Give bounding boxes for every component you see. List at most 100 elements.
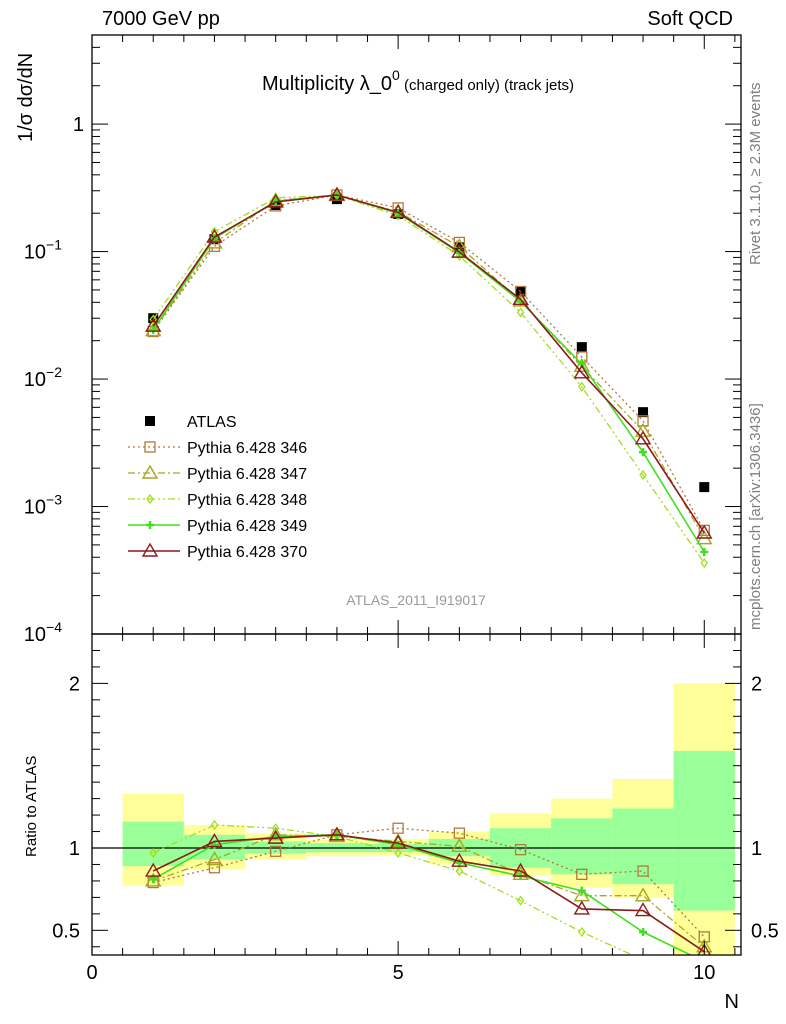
legend-label: Pythia 6.428 346 — [187, 440, 307, 457]
ratio-series-line — [152, 833, 693, 955]
data-point — [576, 342, 587, 353]
data-point — [700, 558, 709, 569]
legend-marker — [141, 542, 159, 557]
legend-label: Pythia 6.428 349 — [187, 518, 307, 535]
data-point — [206, 228, 223, 243]
legend-item: Pythia 6.428 347 — [128, 464, 307, 483]
ratio-y-tick-label-right: 1 — [751, 838, 762, 860]
data-point — [451, 243, 468, 258]
ratio-series-line — [152, 824, 634, 955]
ratio-data-point — [512, 862, 529, 877]
legend-marker — [146, 521, 154, 529]
ratio-y-tick-label: 1 — [69, 838, 80, 860]
y-tick-label: 10−2 — [24, 364, 62, 391]
y-tick-label: 10−4 — [24, 619, 62, 646]
ratio-data-point — [206, 851, 223, 866]
series-pythia-6-428-346 — [147, 189, 710, 537]
ratio-data-point — [634, 887, 652, 902]
ratio-data-point — [267, 829, 284, 844]
ratio-series-pythia-6-428-370 — [145, 826, 712, 955]
data-point — [700, 547, 709, 556]
ratio-data-point — [451, 837, 468, 853]
x-tick-label: 0 — [86, 962, 97, 984]
series-line — [152, 194, 705, 564]
legend-marker — [141, 464, 159, 479]
data-point — [149, 325, 158, 334]
ratio-data-point — [389, 834, 407, 849]
chart-title: Multiplicity λ_00 (charged only) (track … — [262, 67, 574, 95]
band-inner — [122, 821, 184, 867]
ratio-y-axis-label: Ratio to ATLAS — [23, 756, 40, 857]
data-point — [573, 364, 591, 379]
y-tick-label: 10−1 — [24, 237, 62, 264]
legend-label: Pythia 6.428 347 — [187, 466, 307, 483]
data-point — [328, 186, 346, 201]
series-line — [152, 194, 705, 531]
y-tick-label-exponent: −3 — [46, 492, 62, 508]
data-point — [637, 415, 649, 427]
legend-item: Pythia 6.428 349 — [128, 518, 307, 535]
ratio-data-point — [208, 862, 221, 874]
ratio-data-point — [514, 843, 527, 856]
main-series — [145, 186, 713, 569]
legend-label: ATLAS — [187, 414, 237, 431]
analysis-watermark: ATLAS_2011_I919017 — [346, 592, 486, 608]
main-y-axis-label: 1/σ dσ/dN — [15, 53, 37, 142]
series-pythia-6-428-347 — [145, 186, 713, 545]
series-line — [152, 194, 705, 534]
x-axis-label: N — [725, 991, 739, 1013]
legend-marker — [146, 493, 154, 505]
data-point — [696, 524, 713, 539]
y-tick-label-base: 10 — [24, 369, 46, 391]
band-inner — [551, 818, 613, 875]
ratio-frame — [91, 633, 742, 956]
ratio-y-tick-label: 2 — [69, 673, 80, 695]
ratio-y-tick-label-right: 2 — [751, 673, 762, 695]
data-point — [639, 448, 648, 457]
data-point — [577, 381, 586, 392]
ratio-data-point — [697, 943, 712, 955]
data-point — [634, 430, 652, 445]
band-inner — [673, 750, 735, 911]
chart-title-superscript: 0 — [392, 67, 400, 83]
ratio-data-point — [210, 819, 219, 831]
ratio-data-point — [328, 826, 346, 841]
data-point — [512, 292, 529, 307]
ratio-data-point — [145, 862, 162, 877]
data-point — [639, 469, 647, 480]
ratio-y-tick-label-right: 0.5 — [751, 920, 779, 942]
legend-item: Pythia 6.428 346 — [128, 440, 307, 457]
y-tick-label-base: 10 — [24, 497, 46, 519]
data-point — [267, 193, 284, 208]
ratio-y-tick-label: 0.5 — [52, 920, 80, 942]
x-tick-label: 5 — [393, 962, 404, 984]
ratio-series-line — [152, 833, 705, 953]
ratio-data-point — [516, 895, 525, 906]
header-left-label: 7000 GeV pp — [102, 8, 220, 30]
y-tick-label-exponent: −4 — [46, 619, 62, 635]
ratio-data-point — [451, 852, 468, 867]
legend-item: ATLAS — [145, 414, 237, 431]
y-tick-label: 10−3 — [24, 492, 62, 519]
series-pythia-6-428-348 — [149, 190, 709, 569]
legend: ATLAS Pythia 6.428 346 Pythia 6.428 347 Pyt… — [128, 414, 307, 561]
ratio-data-point — [637, 865, 649, 877]
data-point — [638, 407, 649, 418]
series-line — [152, 194, 705, 539]
ratio-data-point — [577, 886, 586, 895]
data-point — [699, 482, 710, 493]
ratio-data-point — [455, 865, 464, 877]
data-point — [145, 317, 162, 332]
ratio-series — [145, 819, 713, 955]
data-point — [512, 290, 529, 306]
legend-marker — [144, 441, 156, 453]
data-point — [514, 285, 527, 298]
series-pythia-6-428-370 — [145, 186, 713, 539]
ratio-data-point — [149, 847, 158, 859]
legend-label: Pythia 6.428 370 — [187, 544, 307, 561]
ratio-data-point — [634, 902, 652, 917]
legend-item: Pythia 6.428 370 — [128, 542, 307, 561]
data-point — [389, 203, 407, 219]
y-tick-label: 1 — [73, 114, 84, 136]
